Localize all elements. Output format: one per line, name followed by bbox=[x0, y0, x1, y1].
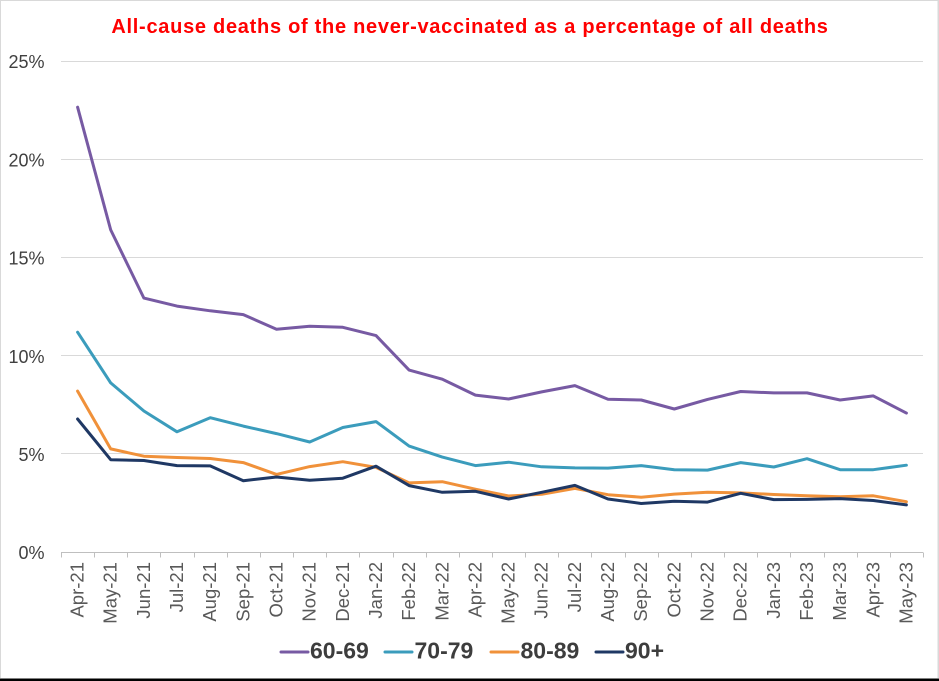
svg-text:10%: 10% bbox=[8, 347, 44, 367]
svg-text:Jun-22: Jun-22 bbox=[531, 562, 552, 619]
svg-text:5%: 5% bbox=[18, 445, 44, 465]
svg-text:15%: 15% bbox=[8, 249, 44, 269]
svg-text:25%: 25% bbox=[8, 52, 44, 72]
svg-text:Sep-22: Sep-22 bbox=[630, 562, 651, 622]
svg-text:Nov-22: Nov-22 bbox=[697, 562, 718, 622]
svg-text:Jan-23: Jan-23 bbox=[763, 562, 784, 619]
svg-text:Jul-21: Jul-21 bbox=[166, 562, 187, 612]
svg-text:Apr-22: Apr-22 bbox=[464, 562, 485, 618]
svg-text:May-21: May-21 bbox=[100, 562, 121, 624]
svg-text:Sep-21: Sep-21 bbox=[232, 562, 253, 622]
svg-text:Mar-22: Mar-22 bbox=[431, 562, 452, 621]
svg-text:All-cause deaths of the never-: All-cause deaths of the never-vaccinated… bbox=[111, 16, 828, 38]
svg-text:90+: 90+ bbox=[625, 638, 664, 664]
svg-text:20%: 20% bbox=[8, 150, 44, 170]
svg-text:Apr-23: Apr-23 bbox=[862, 562, 883, 618]
svg-text:70-79: 70-79 bbox=[415, 638, 474, 664]
svg-text:Aug-21: Aug-21 bbox=[199, 562, 220, 622]
svg-text:Dec-22: Dec-22 bbox=[730, 562, 751, 622]
svg-text:May-23: May-23 bbox=[895, 562, 916, 624]
svg-text:Apr-21: Apr-21 bbox=[67, 562, 88, 618]
svg-text:60-69: 60-69 bbox=[310, 638, 369, 664]
svg-text:Aug-22: Aug-22 bbox=[597, 562, 618, 622]
svg-text:80-89: 80-89 bbox=[521, 638, 580, 664]
svg-text:Feb-22: Feb-22 bbox=[398, 562, 419, 621]
svg-text:0%: 0% bbox=[18, 543, 44, 563]
svg-text:Nov-21: Nov-21 bbox=[299, 562, 320, 622]
svg-text:May-22: May-22 bbox=[498, 562, 519, 624]
svg-text:Jan-22: Jan-22 bbox=[365, 562, 386, 619]
svg-text:Dec-21: Dec-21 bbox=[332, 562, 353, 622]
svg-text:Mar-23: Mar-23 bbox=[829, 562, 850, 621]
svg-text:Jul-22: Jul-22 bbox=[564, 562, 585, 612]
svg-text:Oct-21: Oct-21 bbox=[266, 562, 287, 618]
svg-text:Jun-21: Jun-21 bbox=[133, 562, 154, 619]
svg-text:Oct-22: Oct-22 bbox=[663, 562, 684, 618]
svg-text:Feb-23: Feb-23 bbox=[796, 562, 817, 621]
